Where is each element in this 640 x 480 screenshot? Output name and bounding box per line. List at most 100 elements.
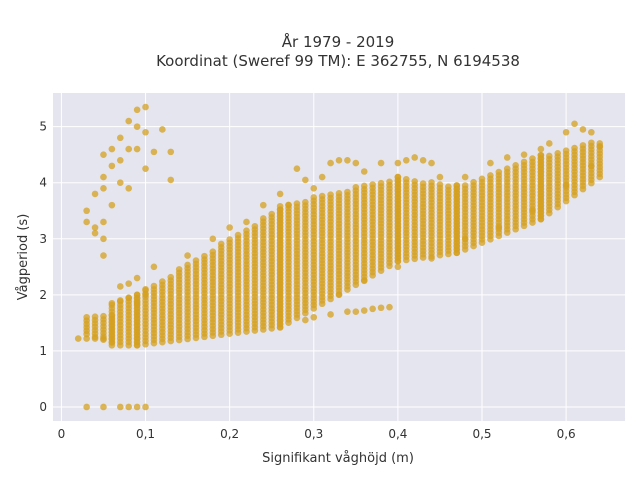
data-point: [503, 165, 511, 172]
data-point: [529, 155, 536, 162]
data-point: [100, 312, 107, 320]
data-point: [360, 307, 368, 314]
data-point: [394, 263, 402, 271]
data-point: [142, 103, 149, 111]
x-tick-label: 0,6: [557, 427, 576, 441]
data-point: [478, 175, 486, 183]
data-point: [91, 224, 99, 231]
data-point: [545, 152, 553, 160]
data-point: [116, 156, 124, 164]
data-point: [562, 128, 570, 136]
data-point: [495, 224, 503, 231]
data-point: [310, 185, 318, 192]
data-point: [100, 403, 107, 411]
data-point: [175, 266, 183, 273]
data-point: [243, 218, 250, 226]
data-point: [133, 106, 141, 114]
data-point: [125, 185, 133, 192]
data-point: [386, 178, 393, 186]
data-point: [588, 162, 595, 170]
data-point: [167, 273, 175, 281]
data-point: [91, 335, 99, 342]
data-point: [142, 165, 149, 172]
data-point: [100, 218, 107, 226]
y-axis-ticks: 0 1 2 3 4 5: [39, 120, 47, 414]
data-point: [116, 179, 124, 187]
data-point: [159, 126, 166, 133]
data-point: [537, 145, 545, 153]
data-point: [100, 252, 107, 259]
data-point: [293, 165, 301, 172]
y-tick-label: 5: [39, 120, 47, 134]
data-point: [133, 403, 141, 411]
data-point: [369, 305, 376, 313]
y-tick-label: 0: [39, 400, 47, 414]
data-point: [91, 229, 99, 237]
data-point: [520, 158, 528, 166]
data-point: [402, 156, 410, 164]
data-point: [310, 194, 318, 201]
data-point: [579, 142, 587, 149]
data-point: [226, 236, 233, 243]
x-tick-label: 0,1: [136, 427, 155, 441]
data-point: [100, 235, 107, 243]
data-point: [116, 283, 124, 290]
data-point: [512, 162, 519, 169]
data-point: [310, 313, 318, 321]
data-point: [302, 176, 309, 184]
x-tick-label: 0: [58, 427, 66, 441]
data-point: [125, 145, 133, 153]
data-point: [579, 126, 587, 133]
data-point: [83, 335, 90, 342]
data-point: [436, 181, 444, 188]
data-point: [302, 198, 309, 206]
data-point: [74, 335, 82, 342]
data-point: [352, 183, 360, 191]
data-point: [335, 291, 343, 299]
data-point: [470, 178, 477, 186]
data-point: [445, 183, 452, 191]
data-point: [142, 403, 149, 411]
data-point: [184, 261, 191, 269]
data-point: [360, 168, 368, 175]
data-point: [428, 159, 435, 167]
data-point: [125, 280, 133, 287]
data-point: [302, 316, 309, 324]
data-point: [184, 252, 191, 259]
data-point: [318, 173, 326, 181]
data-point: [108, 299, 116, 307]
data-point: [83, 218, 90, 226]
data-point: [327, 311, 334, 318]
data-point: [344, 156, 351, 164]
data-point: [276, 202, 284, 210]
x-axis-ticks: 0 0,1 0,2 0,3 0,4 0,5 0,6: [58, 427, 576, 441]
data-point: [251, 222, 259, 230]
data-point: [209, 248, 217, 256]
data-point: [461, 173, 469, 181]
x-tick-label: 0,4: [388, 427, 407, 441]
data-point: [377, 304, 385, 312]
data-point: [159, 278, 166, 285]
data-point: [327, 191, 334, 199]
data-point: [268, 210, 276, 218]
data-point: [428, 255, 435, 262]
data-point: [100, 335, 107, 342]
data-point: [142, 291, 149, 299]
data-point: [259, 215, 267, 222]
y-tick-label: 3: [39, 232, 47, 246]
chart-title-line2: Koordinat (Sweref 99 TM): E 362755, N 61…: [156, 52, 520, 70]
data-point: [487, 159, 494, 167]
data-point: [167, 176, 175, 184]
data-point: [436, 173, 444, 181]
data-point: [402, 175, 410, 183]
data-point: [352, 159, 360, 167]
data-point: [529, 207, 536, 215]
x-tick-label: 0,5: [472, 427, 491, 441]
data-point: [588, 128, 595, 136]
data-point: [116, 297, 124, 304]
data-point: [394, 173, 402, 181]
data-point: [108, 201, 116, 209]
data-point: [100, 173, 107, 181]
data-point: [133, 299, 141, 307]
